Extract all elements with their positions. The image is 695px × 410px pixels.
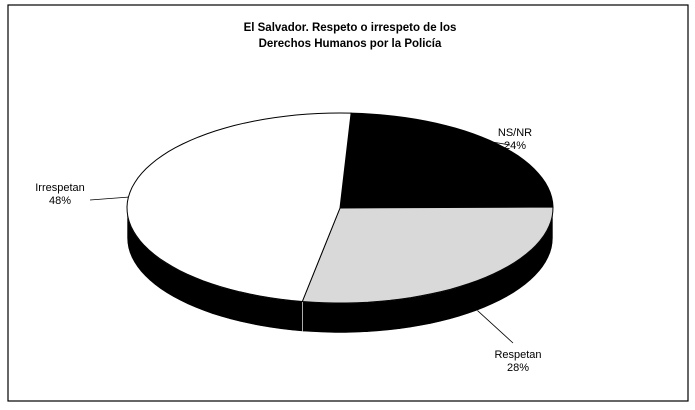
- chart-title: Derechos Humanos por la Policía: [259, 38, 442, 50]
- leader-line: [477, 310, 514, 344]
- slice-value-label: 48%: [49, 195, 71, 207]
- slice-value-label: 28%: [507, 362, 529, 374]
- slice-label: Irrespetan: [35, 182, 85, 194]
- slice: [301, 206, 554, 304]
- leader-line: [89, 196, 129, 201]
- slice-label: NS/NR: [498, 127, 532, 139]
- slice-value-label: 24%: [504, 140, 526, 152]
- chart-title: El Salvador. Respeto o irrespeto de los: [244, 22, 457, 34]
- slice: [339, 112, 554, 209]
- leader-line: [493, 141, 511, 146]
- slice-label: Respetan: [494, 349, 541, 361]
